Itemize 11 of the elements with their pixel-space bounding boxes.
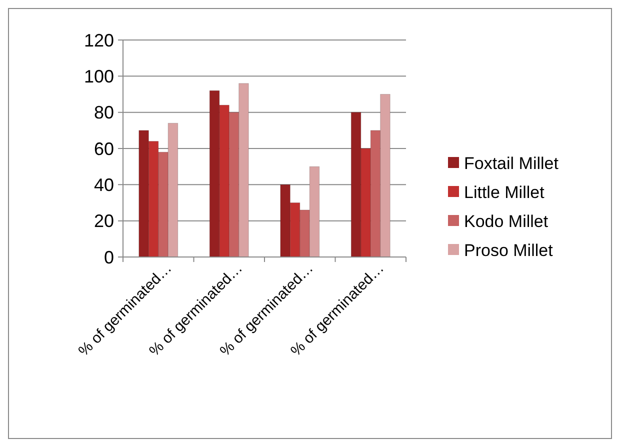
y-tick-label: 120 <box>84 30 114 50</box>
y-tick-label: 100 <box>84 66 114 86</box>
legend-label: Proso Millet <box>464 240 554 260</box>
y-tick-label: 20 <box>94 211 114 232</box>
legend-label: Foxtail Millet <box>464 154 559 173</box>
legend-label: Kodo Millet <box>464 212 548 231</box>
y-tick-label: 0 <box>104 247 114 268</box>
legend-label: Little Millet <box>464 182 545 202</box>
y-tick-label: 60 <box>94 138 114 159</box>
y-tick-label: 40 <box>94 174 114 195</box>
y-tick-label: 80 <box>94 102 114 123</box>
